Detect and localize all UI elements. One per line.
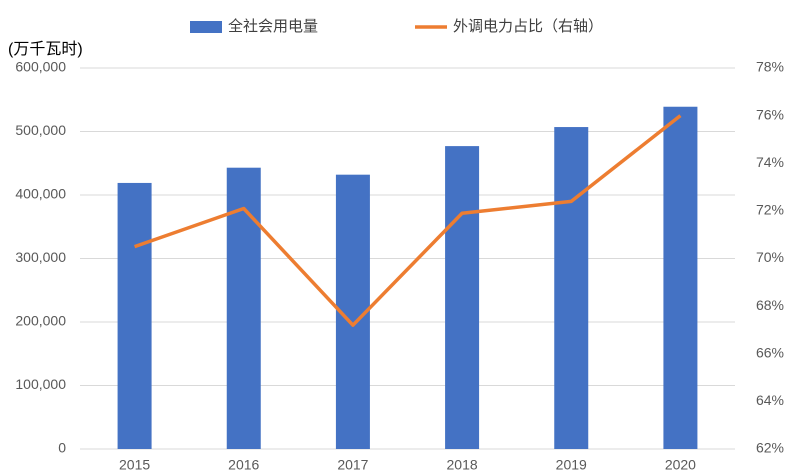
y-axis-label: (万千瓦时) — [8, 40, 83, 58]
bar — [226, 167, 261, 449]
x-tick-label: 2018 — [447, 457, 478, 473]
legend-swatch — [190, 21, 222, 33]
y2-tick-label: 62% — [756, 440, 784, 456]
y-tick-label: 600,000 — [15, 59, 66, 75]
y-tick-label: 400,000 — [15, 186, 66, 202]
x-tick-label: 2020 — [665, 457, 696, 473]
bar — [554, 127, 589, 450]
y-tick-label: 300,000 — [15, 249, 66, 265]
x-tick-label: 2016 — [228, 457, 259, 473]
y2-tick-label: 68% — [756, 297, 784, 313]
y2-tick-label: 70% — [756, 249, 784, 265]
y-tick-label: 500,000 — [15, 122, 66, 138]
legend-label: 全社会用电量 — [228, 17, 318, 35]
x-tick-label: 2019 — [556, 457, 587, 473]
y-tick-label: 200,000 — [15, 313, 66, 329]
legend-label: 外调电力占比（右轴） — [453, 18, 603, 35]
y2-tick-label: 72% — [756, 202, 784, 218]
y2-tick-label: 64% — [756, 392, 784, 408]
y2-tick-label: 78% — [756, 59, 784, 75]
y2-tick-label: 76% — [756, 106, 784, 122]
y-tick-label: 100,000 — [15, 376, 66, 392]
y2-tick-label: 74% — [756, 154, 784, 170]
x-tick-label: 2017 — [337, 457, 368, 473]
y2-tick-label: 66% — [756, 344, 784, 360]
bar — [117, 182, 152, 449]
y-tick-label: 0 — [58, 440, 66, 456]
x-tick-label: 2015 — [119, 457, 150, 473]
line — [134, 114, 682, 327]
bar — [663, 106, 698, 450]
bar — [445, 146, 480, 450]
